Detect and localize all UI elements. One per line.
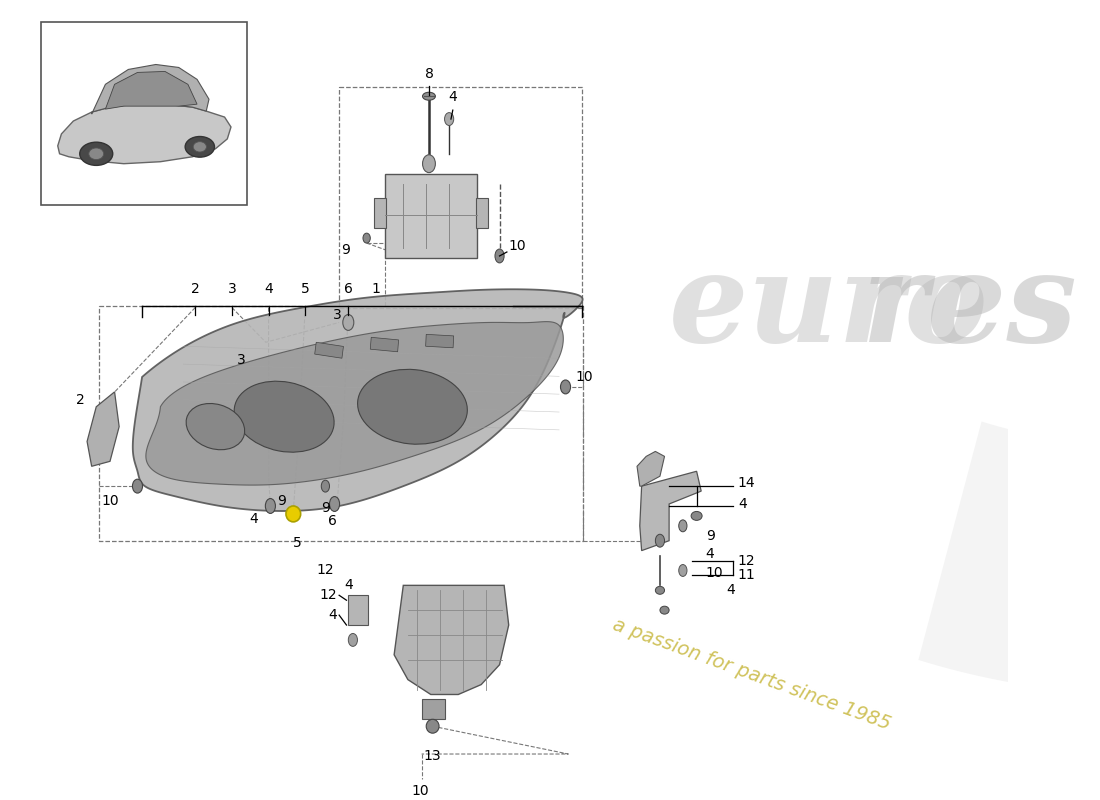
Text: 10: 10 <box>575 370 593 384</box>
Text: 9: 9 <box>341 243 350 257</box>
Bar <box>349 595 368 625</box>
Bar <box>371 338 398 352</box>
Polygon shape <box>146 322 563 485</box>
Text: 2: 2 <box>76 393 85 407</box>
Ellipse shape <box>89 148 103 159</box>
Ellipse shape <box>358 370 468 444</box>
Text: 4: 4 <box>264 282 273 296</box>
Text: 9: 9 <box>706 529 715 542</box>
Bar <box>426 334 453 348</box>
Ellipse shape <box>363 233 371 243</box>
Text: 4: 4 <box>726 583 735 598</box>
Polygon shape <box>918 0 1100 694</box>
Polygon shape <box>394 586 508 694</box>
Ellipse shape <box>444 113 453 126</box>
Text: 12: 12 <box>317 563 334 578</box>
Ellipse shape <box>194 142 207 152</box>
Ellipse shape <box>265 498 275 514</box>
Ellipse shape <box>422 92 436 100</box>
Ellipse shape <box>330 497 340 511</box>
Text: 1: 1 <box>372 282 381 296</box>
Text: 13: 13 <box>424 749 441 763</box>
Ellipse shape <box>679 520 688 532</box>
Text: 5: 5 <box>300 282 309 296</box>
Bar <box>374 198 386 228</box>
Bar <box>475 198 487 228</box>
Text: 4: 4 <box>738 497 747 511</box>
Ellipse shape <box>234 382 334 452</box>
Polygon shape <box>640 471 701 550</box>
Ellipse shape <box>660 606 669 614</box>
Ellipse shape <box>321 480 330 492</box>
Text: 10: 10 <box>101 494 119 508</box>
Text: a passion for parts since 1985: a passion for parts since 1985 <box>610 615 893 734</box>
Text: 6: 6 <box>328 514 337 528</box>
Text: 4: 4 <box>250 512 258 526</box>
Text: 12: 12 <box>320 588 338 602</box>
Text: 9: 9 <box>277 494 286 508</box>
Bar <box>41 22 248 206</box>
Polygon shape <box>91 65 209 114</box>
Text: 10: 10 <box>706 566 724 581</box>
Text: 9: 9 <box>321 501 330 515</box>
Ellipse shape <box>79 142 112 166</box>
Polygon shape <box>133 290 583 511</box>
Polygon shape <box>637 451 664 486</box>
Text: res: res <box>861 247 1077 368</box>
Ellipse shape <box>679 565 688 577</box>
Ellipse shape <box>132 479 143 493</box>
Text: 4: 4 <box>344 578 353 592</box>
Bar <box>385 174 476 258</box>
Text: 3: 3 <box>236 353 245 367</box>
Bar <box>315 342 343 358</box>
Ellipse shape <box>422 154 436 173</box>
Ellipse shape <box>561 380 571 394</box>
Text: 6: 6 <box>344 282 353 296</box>
Text: 14: 14 <box>738 476 756 490</box>
Text: 10: 10 <box>411 784 429 798</box>
Ellipse shape <box>186 403 244 450</box>
Text: 4: 4 <box>329 608 338 622</box>
Ellipse shape <box>426 719 439 733</box>
Polygon shape <box>87 392 119 466</box>
Polygon shape <box>106 71 197 109</box>
Text: 4: 4 <box>706 546 715 561</box>
Text: 12: 12 <box>738 554 756 567</box>
Ellipse shape <box>656 586 664 594</box>
Ellipse shape <box>691 511 702 520</box>
Ellipse shape <box>286 506 300 522</box>
Bar <box>421 699 444 719</box>
Text: 11: 11 <box>738 569 756 582</box>
Ellipse shape <box>495 249 504 263</box>
Ellipse shape <box>343 314 354 330</box>
Text: 2: 2 <box>191 282 199 296</box>
Ellipse shape <box>349 634 358 646</box>
Text: 5: 5 <box>294 536 302 550</box>
Text: euro: euro <box>669 247 989 368</box>
Ellipse shape <box>185 137 214 157</box>
Text: 10: 10 <box>508 239 526 253</box>
Polygon shape <box>57 104 231 164</box>
Text: 8: 8 <box>425 67 433 82</box>
Text: 4: 4 <box>449 90 458 104</box>
Ellipse shape <box>656 534 664 547</box>
Text: 3: 3 <box>333 309 342 322</box>
Text: 3: 3 <box>228 282 236 296</box>
